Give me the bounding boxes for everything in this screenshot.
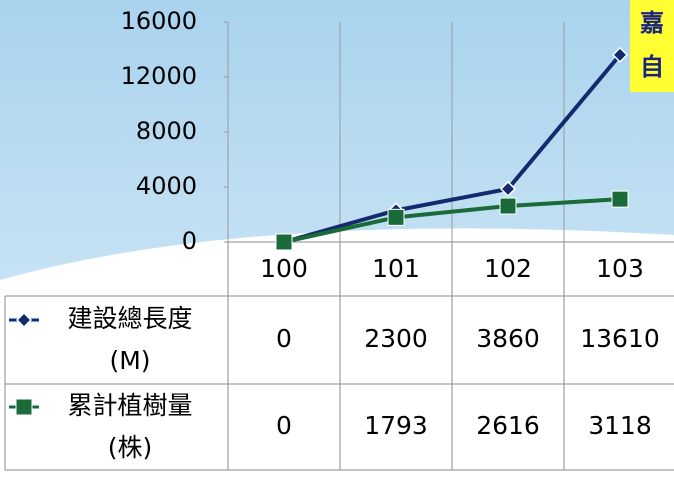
legend-label-line: 累計植樹量 — [67, 391, 192, 420]
table-value: 3118 — [588, 411, 652, 440]
table-value: 13610 — [580, 324, 660, 353]
table-value: 3860 — [476, 324, 540, 353]
legend-label: 累計植樹量 (株) — [67, 391, 192, 462]
table-value: 2300 — [364, 324, 428, 353]
table-value: 2616 — [476, 411, 540, 440]
legend-marker — [15, 398, 33, 416]
line — [283, 53, 622, 244]
legend-label-line: (株) — [108, 433, 153, 462]
y-tick-label: 8000 — [136, 117, 197, 145]
x-tick-label: 103 — [596, 254, 644, 283]
annotation-box — [630, 0, 674, 92]
point — [611, 46, 629, 63]
point — [611, 190, 629, 208]
y-tick-label: 16000 — [121, 7, 197, 35]
legend-label-line: (M) — [109, 346, 150, 375]
background-curve — [0, 228, 674, 483]
table-value: 0 — [276, 324, 292, 353]
legend-label: 建設總長度 (M) — [67, 304, 192, 375]
y-tick-label: 4000 — [136, 172, 197, 200]
x-tick-label: 101 — [372, 254, 420, 283]
annotation: 嘉 — [640, 9, 664, 37]
table-value: 0 — [276, 411, 292, 440]
point — [499, 180, 517, 197]
y-tick-label: 12000 — [121, 62, 197, 90]
table-value: 1793 — [364, 411, 428, 440]
legend-marker — [15, 311, 33, 329]
annotation: 自 — [640, 53, 664, 81]
point — [387, 208, 405, 226]
y-tick-label: 0 — [182, 227, 197, 255]
legend-label-line: 建設總長度 — [67, 304, 192, 333]
point — [499, 197, 517, 215]
point — [275, 233, 293, 251]
x-tick-label: 102 — [484, 254, 532, 283]
line — [283, 197, 621, 244]
x-tick-label: 100 — [260, 254, 308, 283]
